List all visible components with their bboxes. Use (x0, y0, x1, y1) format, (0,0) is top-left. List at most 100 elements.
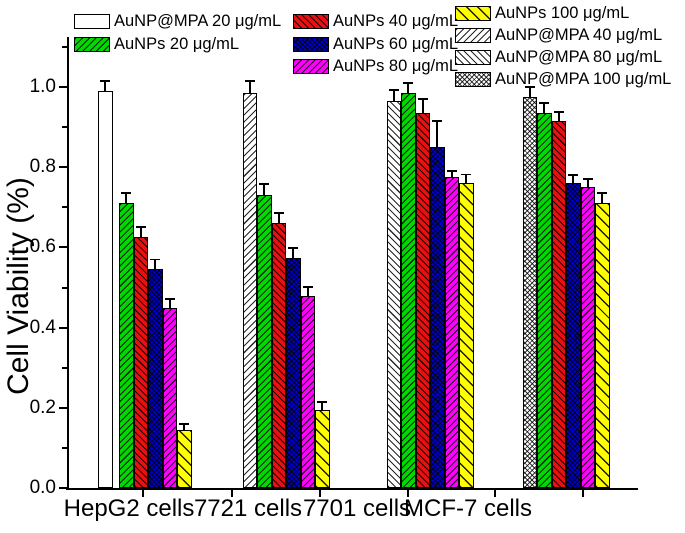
bar-aunps20 (257, 195, 272, 488)
y-tick-label: 1.0 (29, 76, 56, 97)
legend-swatch (293, 14, 329, 29)
error-bar-cap (597, 192, 608, 195)
legend-item: AuNP@MPA 100 μg/mL (455, 71, 671, 88)
error-bar-line (306, 286, 309, 296)
bar-aunps60 (430, 147, 445, 488)
error-bar-cap (121, 192, 132, 195)
legend-swatch (455, 72, 491, 87)
error-bar-line (104, 80, 107, 91)
bar-aunps40 (133, 237, 148, 488)
y-minor-tick (62, 206, 68, 209)
y-minor-tick (62, 45, 68, 48)
x-tick (142, 490, 144, 497)
legend-item: AuNPs 100 μg/mL (455, 5, 629, 22)
bar-mpa20 (98, 91, 113, 488)
x-tick (582, 490, 584, 497)
bar-mpa40 (242, 93, 257, 488)
x-category-label: MCF-7 cells (403, 495, 533, 522)
error-bar-line (557, 112, 560, 122)
legend-item-label: AuNP@MPA 40 μg/mL (495, 26, 663, 44)
error-bar-cap (288, 247, 299, 250)
legend-item-label: AuNP@MPA 20 μg/mL (114, 12, 282, 30)
error-bar-cap (403, 82, 414, 84)
y-minor-tick (62, 446, 68, 449)
legend-swatch (74, 14, 110, 29)
error-bar-cap (417, 98, 428, 100)
x-tick (407, 490, 409, 497)
error-bar-cap (539, 102, 550, 104)
legend-item: AuNPs 20 μg/mL (74, 36, 239, 53)
error-bar-cap (317, 400, 328, 403)
x-tick (319, 490, 321, 497)
bar-aunps20 (119, 203, 134, 488)
bar-aunps80 (300, 295, 315, 488)
legend-swatch (74, 37, 110, 52)
error-bar-cap (553, 111, 564, 114)
legend-swatch (455, 28, 491, 43)
legend-item-label: AuNPs 40 μg/mL (333, 12, 459, 30)
y-major-tick (59, 326, 68, 329)
error-bar-cap (432, 120, 443, 122)
bar-aunps20 (537, 113, 552, 488)
bar-aunps60 (148, 269, 163, 488)
legend-item-label: AuNPs 80 μg/mL (333, 57, 459, 75)
bar-aunps80 (580, 187, 595, 488)
legend-swatch (293, 37, 329, 52)
error-bar-line (168, 298, 171, 308)
error-bar-line (392, 90, 395, 102)
bar-aunps40 (415, 113, 430, 488)
legend-item-label: AuNPs 100 μg/mL (495, 4, 630, 22)
bar-mpa100 (522, 97, 537, 488)
y-major-tick (59, 86, 68, 88)
legend-item: AuNP@MPA 20 μg/mL (74, 13, 281, 30)
y-tick-label: 0.8 (29, 156, 56, 178)
x-category-label: 7721 cells (193, 495, 303, 522)
error-bar-cap (244, 80, 255, 82)
error-bar-line (436, 121, 439, 148)
error-bar-cap (179, 422, 190, 425)
error-bar-line (450, 170, 453, 178)
error-bar-cap (100, 80, 111, 82)
error-bar-line (248, 80, 251, 93)
legend-swatch (293, 59, 329, 74)
error-bar-line (543, 103, 546, 114)
error-bar-line (321, 401, 324, 410)
error-bar-line (125, 193, 128, 204)
y-minor-tick (62, 286, 68, 289)
x-tick (494, 490, 496, 497)
bar-aunps100 (595, 203, 610, 488)
error-bar-line (465, 174, 468, 184)
error-bar-cap (164, 297, 175, 300)
error-bar-cap (259, 183, 270, 185)
y-tick-label: 0.6 (29, 236, 56, 258)
y-major-tick (59, 487, 68, 489)
legend-item: AuNP@MPA 80 μg/mL (455, 49, 662, 66)
y-tick-label: 0.4 (29, 316, 56, 338)
error-bar-cap (150, 258, 161, 261)
error-bar-cap (135, 226, 146, 229)
y-minor-tick (62, 126, 68, 129)
bar-aunps100 (459, 183, 474, 488)
y-major-tick (59, 406, 68, 409)
legend-swatch (455, 6, 491, 21)
x-axis (66, 488, 638, 490)
legend-item-label: AuNP@MPA 80 μg/mL (495, 48, 663, 66)
bar-aunps80 (162, 307, 177, 488)
x-category-label: HepG2 cells (63, 495, 195, 522)
error-bar-line (183, 423, 186, 430)
bar-aunps20 (401, 93, 416, 488)
legend-item: AuNPs 60 μg/mL (293, 36, 458, 53)
legend-item-label: AuNP@MPA 100 μg/mL (495, 70, 672, 88)
error-bar-line (277, 213, 280, 224)
error-bar-cap (302, 285, 313, 288)
error-bar-line (263, 184, 266, 196)
legend-item: AuNPs 40 μg/mL (293, 13, 458, 30)
error-bar-line (292, 248, 295, 259)
error-bar-line (139, 227, 142, 238)
error-bar-line (421, 99, 424, 114)
error-bar-cap (582, 178, 593, 181)
error-bar-cap (524, 86, 535, 88)
bar-aunps40 (271, 223, 286, 488)
bar-aunps100 (315, 409, 330, 488)
